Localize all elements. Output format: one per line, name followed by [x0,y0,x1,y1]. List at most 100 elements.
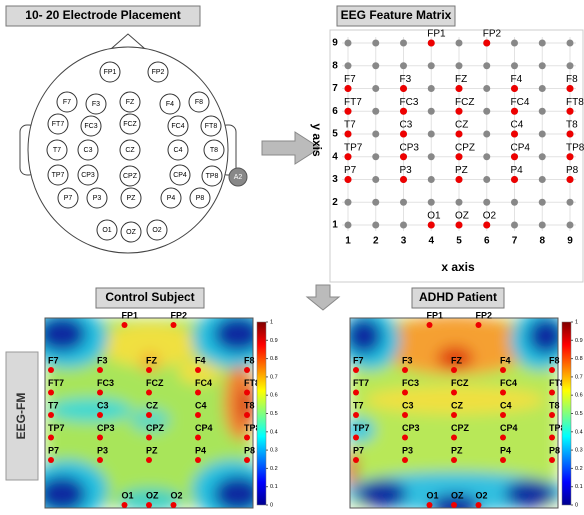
electrode-label: O1 [102,227,111,234]
heatmap-electrode-label: C3 [402,400,414,410]
matrix-electrode-label: FCZ [455,97,474,108]
electrode-node [400,131,407,138]
colorbar-tick-label: 0.1 [270,484,278,490]
electrode-label: T7 [53,147,61,154]
electrode-node [549,457,555,463]
figure: EEG-FM 10- 20 Electrode PlacementEEG Fea… [0,0,584,510]
heatmap-electrode-label: FCZ [451,378,469,388]
electrode-node [451,502,457,508]
grid-node [428,176,435,183]
colorbar-tick-label: 0.2 [575,466,583,472]
electrode-label: F8 [195,99,203,106]
electrode-node [244,457,250,463]
grid-node [372,131,379,138]
heatmap-electrode-label: T8 [549,400,560,410]
electrode-node [400,85,407,92]
electrode-node [511,85,518,92]
heatmap-electrode-label: CP4 [500,423,518,433]
matrix-electrode-label: PZ [455,165,468,176]
electrode-node [402,390,408,396]
electrode-node [549,390,555,396]
electrode-node [244,412,250,418]
panel-title: Control Subject [105,290,194,304]
electrode-label: CP4 [173,172,187,179]
electrode-node [244,390,250,396]
heatmap-electrode-label: PZ [146,445,158,455]
electrode-node [402,367,408,373]
x-tick-label: 9 [567,236,573,247]
electrode-node [483,222,490,229]
electrode-node [122,502,128,508]
matrix-electrode-label: T7 [344,120,356,131]
electrode-label: FP1 [104,69,117,76]
row-label: EEG-FM [14,393,28,440]
grid-node [539,108,546,115]
grid-node [567,40,574,47]
heatmap-electrode-label: FC4 [195,378,212,388]
contour-region [347,450,357,490]
grid-node [428,153,435,160]
heatmap-electrode-label: O1 [427,490,439,500]
x-tick-label: 6 [484,236,490,247]
grid-node [372,62,379,69]
electrode-node [146,367,152,373]
grid-node [345,222,352,229]
heatmap-electrode-label: OZ [146,490,159,500]
electrode-node [567,131,574,138]
heatmap-electrode-label: CZ [451,400,463,410]
heatmap-electrode-label: T7 [48,400,59,410]
electrode-node [244,367,250,373]
heatmap-electrode-label: P7 [353,445,364,455]
electrode-label: FC3 [84,123,97,130]
electrode-node [345,85,352,92]
matrix-electrode-label: CPZ [455,142,475,153]
grid-node [428,62,435,69]
grid-node [372,176,379,183]
electrode-node [97,412,103,418]
grid-node [539,222,546,229]
heatmap-electrode-label: C3 [97,400,109,410]
grid-node [511,199,518,206]
colorbar [257,322,266,505]
y-tick-label: 9 [332,38,338,49]
grid-node [567,62,574,69]
x-tick-label: 4 [428,236,434,247]
panel-title: ADHD Patient [419,290,497,304]
heatmap-electrode-label: CZ [146,400,158,410]
grid-node [456,40,463,47]
electrode-node [345,153,352,160]
colorbar-tick-label: 0.4 [270,429,278,435]
grid-node [400,62,407,69]
electrode-label: T8 [210,147,218,154]
matrix-electrode-label: F3 [400,74,412,85]
heatmap-electrode-label: F8 [244,355,255,365]
electrode-node [402,457,408,463]
electrode-label: FC4 [171,123,184,130]
grid-node [400,222,407,229]
electrode-node [48,367,54,373]
matrix-electrode-label: CP4 [511,142,531,153]
electrode-label: FT7 [52,121,65,128]
electrode-node [567,176,574,183]
colorbar-tick-label: 0.7 [575,374,583,380]
matrix-electrode-label: P4 [511,165,524,176]
electrode-label: P8 [196,195,205,202]
electrode-node [500,367,506,373]
x-tick-label: 2 [373,236,379,247]
colorbar [562,322,571,505]
contour-region [48,398,132,422]
electrode-node [195,457,201,463]
heatmap-electrode-label: CPZ [146,423,165,433]
grid-node [539,153,546,160]
electrode-label: C4 [174,147,183,154]
electrode-label: FZ [126,99,135,106]
matrix-electrode-label: TP7 [344,142,363,153]
grid-node [483,153,490,160]
heatmap-electrode-label: P8 [244,445,255,455]
electrode-node [511,153,518,160]
contour-region [346,318,382,354]
y-tick-label: 4 [332,151,338,162]
matrix-electrode-label: FP2 [483,29,502,40]
grid-node [456,199,463,206]
electrode-node [451,412,457,418]
